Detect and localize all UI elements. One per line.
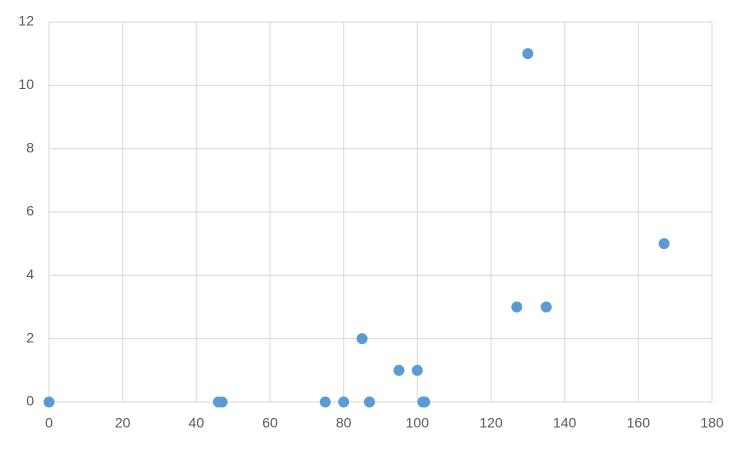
point: [216, 396, 228, 408]
x-tick-label: 0: [45, 415, 53, 431]
y-tick-label: 8: [26, 139, 34, 155]
x-tick-label: 160: [627, 415, 651, 431]
x-tick-label: 100: [406, 415, 430, 431]
y-tick-label: 12: [18, 13, 34, 29]
x-tick-label: 60: [262, 415, 278, 431]
point: [393, 364, 405, 376]
point: [411, 364, 423, 376]
point: [511, 301, 523, 313]
x-tick-label: 120: [479, 415, 503, 431]
x-tick-label: 140: [553, 415, 577, 431]
point: [43, 396, 55, 408]
point: [658, 238, 670, 250]
y-tick-label: 2: [26, 329, 34, 345]
x-tick-label: 40: [189, 415, 205, 431]
point: [319, 396, 331, 408]
point: [356, 333, 368, 345]
x-tick-label: 80: [336, 415, 352, 431]
point: [522, 48, 534, 60]
point: [540, 301, 552, 313]
y-tick-label: 4: [26, 266, 34, 282]
point: [338, 396, 350, 408]
point: [419, 396, 431, 408]
y-tick-label: 6: [26, 203, 34, 219]
point: [363, 396, 375, 408]
y-tick-label: 10: [18, 76, 34, 92]
x-tick-label: 20: [115, 415, 131, 431]
x-tick-label: 180: [700, 415, 724, 431]
y-tick-label: 0: [26, 393, 34, 409]
